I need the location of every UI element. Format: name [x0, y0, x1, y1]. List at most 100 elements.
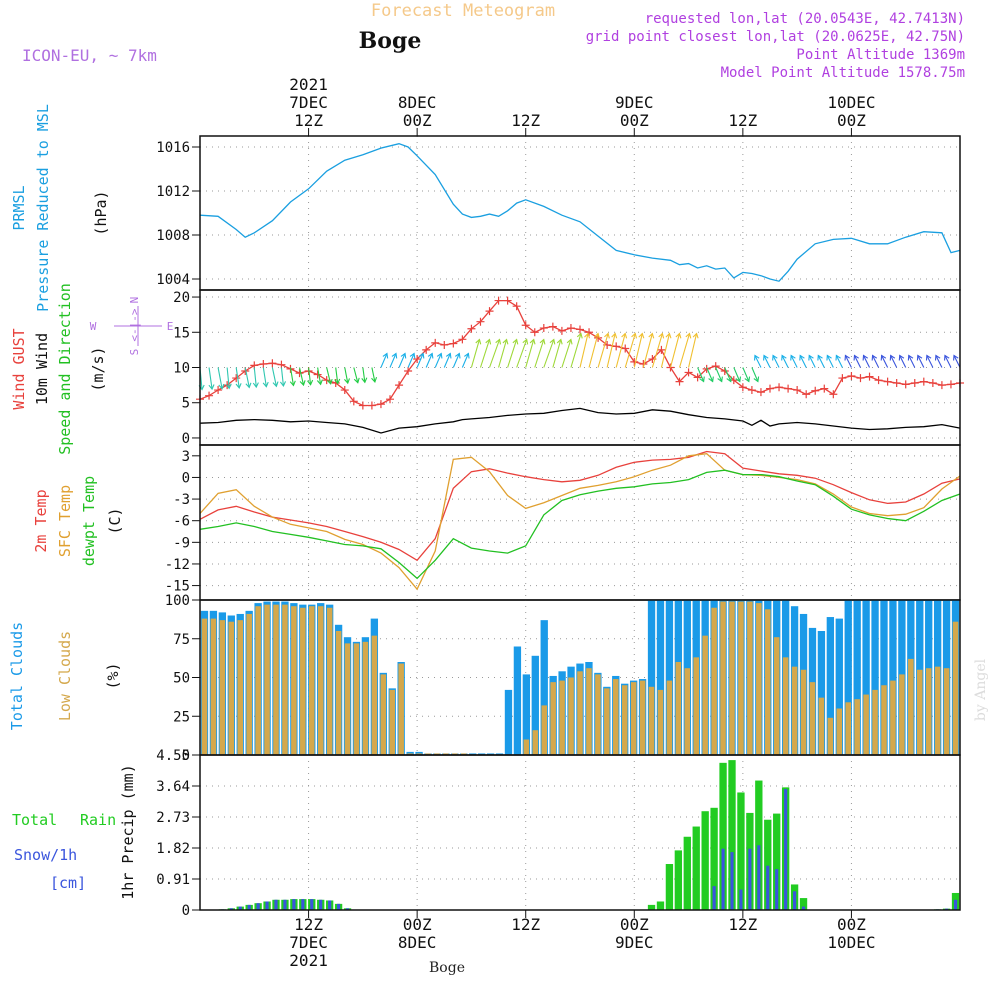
precip-bar-low — [766, 865, 770, 910]
time-label-bottom: 12Z — [728, 915, 757, 934]
compass-axis: <-|-> — [128, 308, 141, 341]
wind-arrow-head — [611, 332, 618, 339]
gust-marker — [766, 384, 774, 393]
cloud-bar-low — [756, 603, 762, 755]
wind-arrow — [808, 355, 816, 368]
gust-marker — [340, 386, 349, 395]
wind-arrow — [706, 367, 714, 382]
wind-arrow — [660, 333, 670, 368]
cloud-bar-total — [665, 600, 674, 755]
cloud-bar-low — [675, 662, 682, 755]
wind-arrow — [844, 355, 852, 368]
gust-marker — [874, 376, 883, 385]
cloud-bar-low — [827, 717, 834, 755]
wind-ytick-label: 0 — [182, 431, 190, 447]
wind-arrow — [724, 367, 732, 382]
precip-bar-low — [793, 891, 797, 910]
cloud-bar-total — [826, 617, 835, 755]
precip-ytick-label: 0 — [182, 903, 190, 919]
cloud-ytick-label: 25 — [173, 709, 190, 725]
time-label-bottom: 9DEC — [615, 933, 654, 952]
wind-arrow — [208, 367, 213, 390]
wind-arrow — [308, 367, 312, 385]
wind-arrow — [615, 333, 626, 368]
gust-marker — [784, 384, 793, 393]
wind-arrow — [669, 333, 681, 368]
wind-speed-dir-label: Speed and Direction — [56, 283, 74, 455]
wind-arrow — [280, 367, 284, 386]
gust-marker — [829, 390, 838, 399]
wind-arrow — [853, 355, 861, 368]
wind-arrow-head — [871, 354, 878, 361]
time-label-bottom: 00Z — [620, 915, 649, 934]
gust-marker — [865, 372, 874, 381]
gust-marker — [937, 381, 946, 390]
precip-bar-low — [283, 899, 287, 910]
wind-ytick-label: 15 — [173, 325, 190, 341]
wind-panel: 0 5 10 15 20 — [173, 289, 964, 447]
cloud-bar-low — [300, 607, 306, 755]
wind-gust-label: Wind GUST — [10, 328, 28, 409]
wind-arrow-head — [790, 354, 796, 361]
temp-line-2 — [199, 469, 961, 580]
wind-arrow-head — [371, 376, 378, 383]
wind-arrow-head — [665, 332, 672, 339]
cloud-bar-total — [513, 646, 522, 755]
wind-arrow — [953, 355, 961, 368]
wind-arrow-head — [436, 352, 443, 359]
cloud-bar-low — [809, 682, 816, 755]
wind-arrow — [389, 353, 397, 368]
gust-marker — [693, 373, 702, 382]
wind-arrow — [763, 355, 771, 368]
cloud-bar-low — [908, 658, 914, 755]
precip-bar-low — [801, 906, 806, 910]
cloud-bar-low — [416, 753, 422, 755]
cloud-bar-low — [559, 680, 565, 755]
cloud-bar-total — [540, 620, 548, 755]
precip-bar-low — [712, 886, 716, 910]
gust-marker — [684, 368, 693, 377]
cloud-bar-low — [264, 604, 270, 755]
wind-arrow — [479, 339, 490, 368]
wind-arrow-head — [692, 332, 699, 339]
gust-marker — [892, 379, 901, 387]
precip-cm-label: [cm] — [50, 874, 86, 892]
cloud-bar-total — [486, 753, 495, 755]
cloud-bar-low — [237, 620, 244, 755]
cloud-bar-total — [469, 753, 477, 755]
wind-arrow-head — [344, 378, 351, 385]
cloud-bar-low — [210, 618, 217, 755]
cloud-bar-low — [568, 677, 574, 755]
wind-arrow-head — [658, 332, 665, 339]
cloud-bar-low — [711, 607, 717, 755]
wind-arrow-head — [272, 381, 279, 388]
time-label-top: 00Z — [620, 111, 649, 130]
wind-arrow — [890, 355, 898, 368]
temp-line-0 — [199, 450, 961, 562]
gust-marker — [630, 357, 639, 366]
wind-arrow-head — [781, 354, 787, 361]
pressure-label-desc: Pressure Reduced to MSL — [34, 104, 52, 312]
gust-marker — [666, 363, 675, 372]
precip-bar-total — [719, 762, 727, 910]
gust-marker — [214, 386, 223, 395]
wind-arrow-head — [844, 354, 850, 361]
cloud-bar-low — [201, 618, 208, 755]
temp-dewpt-label: dewpt Temp — [80, 476, 98, 566]
cloud-bar-low — [925, 668, 932, 755]
gust-marker — [259, 359, 268, 368]
time-label-bottom: 10DEC — [827, 933, 875, 952]
wind-arrow-head — [361, 377, 368, 384]
wind-arrow-head — [289, 380, 296, 387]
wind-arrow-head — [454, 352, 461, 359]
footer-location: Boge — [429, 960, 465, 976]
cloud-bar-low — [246, 613, 252, 755]
wind-arrow — [534, 339, 545, 368]
cloud-bar-low — [738, 601, 744, 755]
wind-arrow — [799, 355, 807, 368]
gust-marker — [756, 388, 765, 397]
time-label-top: 2021 — [289, 75, 328, 94]
gust-marker — [928, 379, 937, 387]
cloud-bar-total — [656, 600, 665, 755]
